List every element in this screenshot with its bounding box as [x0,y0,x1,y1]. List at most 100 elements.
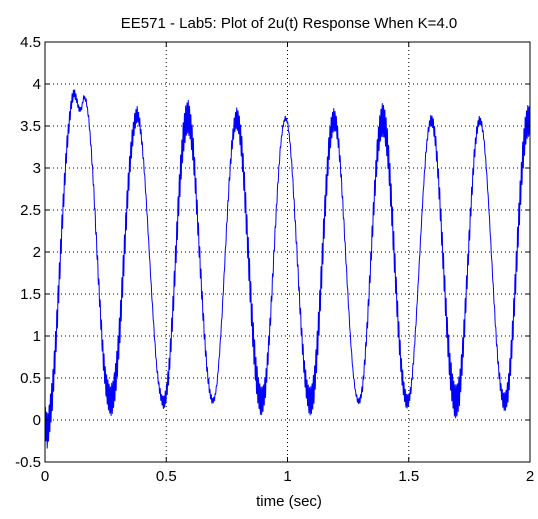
data-point [520,193,521,194]
data-point [209,393,210,394]
y-tick-label: 1 [33,328,41,345]
data-point [379,130,380,131]
data-point [525,132,526,133]
data-point [425,154,426,155]
y-tick-label: 2.5 [20,202,41,219]
data-point [345,255,346,256]
data-point [406,401,407,402]
data-point [449,368,450,369]
data-point [381,119,382,120]
data-point [178,205,179,206]
data-point [107,394,108,395]
data-point [141,142,142,143]
data-point [365,357,366,358]
data-point [311,399,312,400]
data-point [442,251,443,252]
data-point [474,156,475,157]
data-point [282,127,283,128]
data-point [238,124,239,125]
data-point [241,144,242,145]
x-tick-label: 2 [526,468,534,485]
data-point [454,401,455,402]
data-point [386,140,387,141]
data-point [129,163,130,164]
data-point [146,209,147,210]
data-point [495,335,496,336]
x-tick-label: 0 [41,468,49,485]
y-tick-label: 3 [33,160,41,177]
data-point [459,388,460,389]
data-point [464,324,465,325]
data-point [483,138,484,139]
x-tick-label: 1.5 [398,468,419,485]
data-point [289,141,290,142]
data-point [226,222,227,223]
data-point [326,186,327,187]
data-point [248,260,249,261]
data-point [435,139,436,140]
data-point [173,298,174,299]
data-point [180,167,181,168]
data-point [352,371,353,372]
data-point [318,319,319,320]
data-point [265,384,266,385]
data-point [452,389,453,390]
data-point [52,394,53,395]
data-point [287,121,288,122]
data-point [418,278,419,279]
data-point [389,169,390,170]
data-point [263,398,264,399]
data-point [204,344,205,345]
data-point [103,356,104,357]
data-point [221,314,222,315]
data-point [112,396,113,397]
x-axis-label: time (sec) [256,493,322,510]
data-point [316,356,317,357]
data-point [408,400,409,401]
data-point [515,282,516,283]
data-point [321,275,322,276]
data-point [175,251,176,252]
data-point [297,256,298,257]
data-point [69,121,70,122]
data-point [510,362,511,363]
data-point [384,122,385,123]
data-point [66,146,67,147]
data-point [423,190,424,191]
data-point [122,281,123,282]
data-point [512,325,513,326]
data-point [306,391,307,392]
data-point [493,293,494,294]
data-point [76,99,77,100]
data-point [100,319,101,320]
data-point [331,129,332,130]
data-point [275,226,276,227]
chart-title: EE571 - Lab5: Plot of 2u(t) Response Whe… [121,15,457,32]
data-point [500,389,501,390]
data-point [151,293,152,294]
data-point [391,209,392,210]
data-point [270,317,271,318]
data-point [294,214,295,215]
data-point [498,367,499,368]
data-point [251,303,252,304]
data-point [355,391,356,392]
plot-area [44,89,531,449]
data-point [323,228,324,229]
data-point [350,339,351,340]
data-point [110,401,111,402]
data-point [268,354,269,355]
data-point [214,398,215,399]
data-point [253,342,254,343]
data-point [71,100,72,101]
data-point [156,365,157,366]
data-point [59,272,60,273]
data-point [124,239,125,240]
data-point [440,208,441,209]
data-point [197,222,198,223]
data-point [224,268,225,269]
data-point [348,298,349,299]
data-point [246,218,247,219]
